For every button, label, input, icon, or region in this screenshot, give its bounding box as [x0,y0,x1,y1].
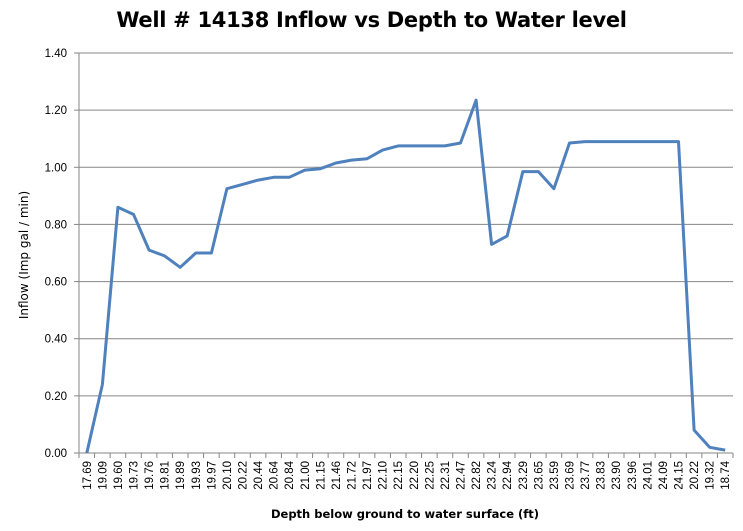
x-tick-label: 22.25 [424,461,436,490]
x-tick-label: 21.97 [362,461,374,490]
x-tick-label: 24.15 [674,461,686,490]
x-tick-label: 19.89 [175,461,187,490]
x-tick-label: 19.97 [206,461,218,490]
y-tick-label: 0.20 [45,391,67,403]
x-tick-label: 23.83 [596,461,608,490]
x-tick-label: 22.20 [409,461,421,490]
x-tick-label: 20.44 [253,460,265,489]
x-tick-label: 17.69 [82,461,94,490]
x-tick-label: 22.10 [378,461,390,490]
x-tick-label: 20.64 [269,460,281,489]
x-tick-label: 23.29 [518,461,530,490]
x-tick-labels: 17.69 19.09 19.60 19.73 19.76 19.81 19.89 19.93… [82,460,732,489]
x-tick-label: 19.81 [160,461,172,490]
x-tick-label: 23.65 [533,461,545,490]
y-tick-labels: 0.00 0.20 0.40 0.60 0.80 1.00 1.20 1.40 [45,48,67,460]
x-tick-label: 19.76 [144,461,156,490]
y-tick-label: 1.20 [45,105,67,117]
x-tick-label: 21.72 [347,461,359,490]
x-tick-label: 19.73 [129,461,141,490]
x-tick-label: 23.96 [627,461,639,490]
gridlines [79,52,733,397]
chart-title: Well # 14138 Inflow vs Depth to Water le… [116,8,627,32]
series-inflow [85,98,726,454]
y-tick-label: 0.40 [45,334,67,346]
x-tick-label: 21.15 [315,461,327,490]
y-axis-title: Inflow (Imp gal / min) [17,191,31,319]
x-tick-label: 21.00 [300,461,312,490]
y-tick-label: 0.60 [45,277,67,289]
x-tick-label: 18.74 [720,460,732,489]
x-axis-title: Depth below ground to water surface (ft) [271,507,539,521]
y-tick-label: 0.80 [45,219,67,231]
x-tick-label: 23.69 [565,461,577,490]
x-tick-label: 20.10 [222,461,234,490]
x-tick-label: 22.47 [456,461,468,490]
y-tick-label: 1.40 [45,48,67,60]
x-tick-label: 23.24 [487,460,499,489]
x-tick-label: 22.94 [502,460,514,489]
x-tick-label: 21.46 [331,461,343,490]
x-tick-label: 19.93 [191,461,203,490]
x-tick-label: 23.90 [611,461,623,490]
x-tick-label: 22.82 [471,461,483,490]
x-tick-label: 19.09 [97,461,109,490]
x-tick-label: 23.77 [580,461,592,490]
x-tick-label: 19.32 [705,461,717,490]
x-tick-label: 20.84 [284,460,296,489]
y-tick-label: 1.00 [45,162,67,174]
x-tick-label: 22.31 [440,461,452,490]
x-tick-label: 22.15 [393,461,405,490]
x-tick-label: 20.22 [689,461,701,490]
y-tick-label: 0.00 [45,448,67,460]
axes [74,52,734,458]
x-tick-label: 19.60 [113,461,125,490]
x-tick-label: 20.22 [238,461,250,490]
x-tick-label: 24.01 [642,461,654,490]
x-tick-label: 23.59 [549,461,561,490]
x-tick-label: 24.09 [658,461,670,490]
series-line-inflow [85,98,726,454]
